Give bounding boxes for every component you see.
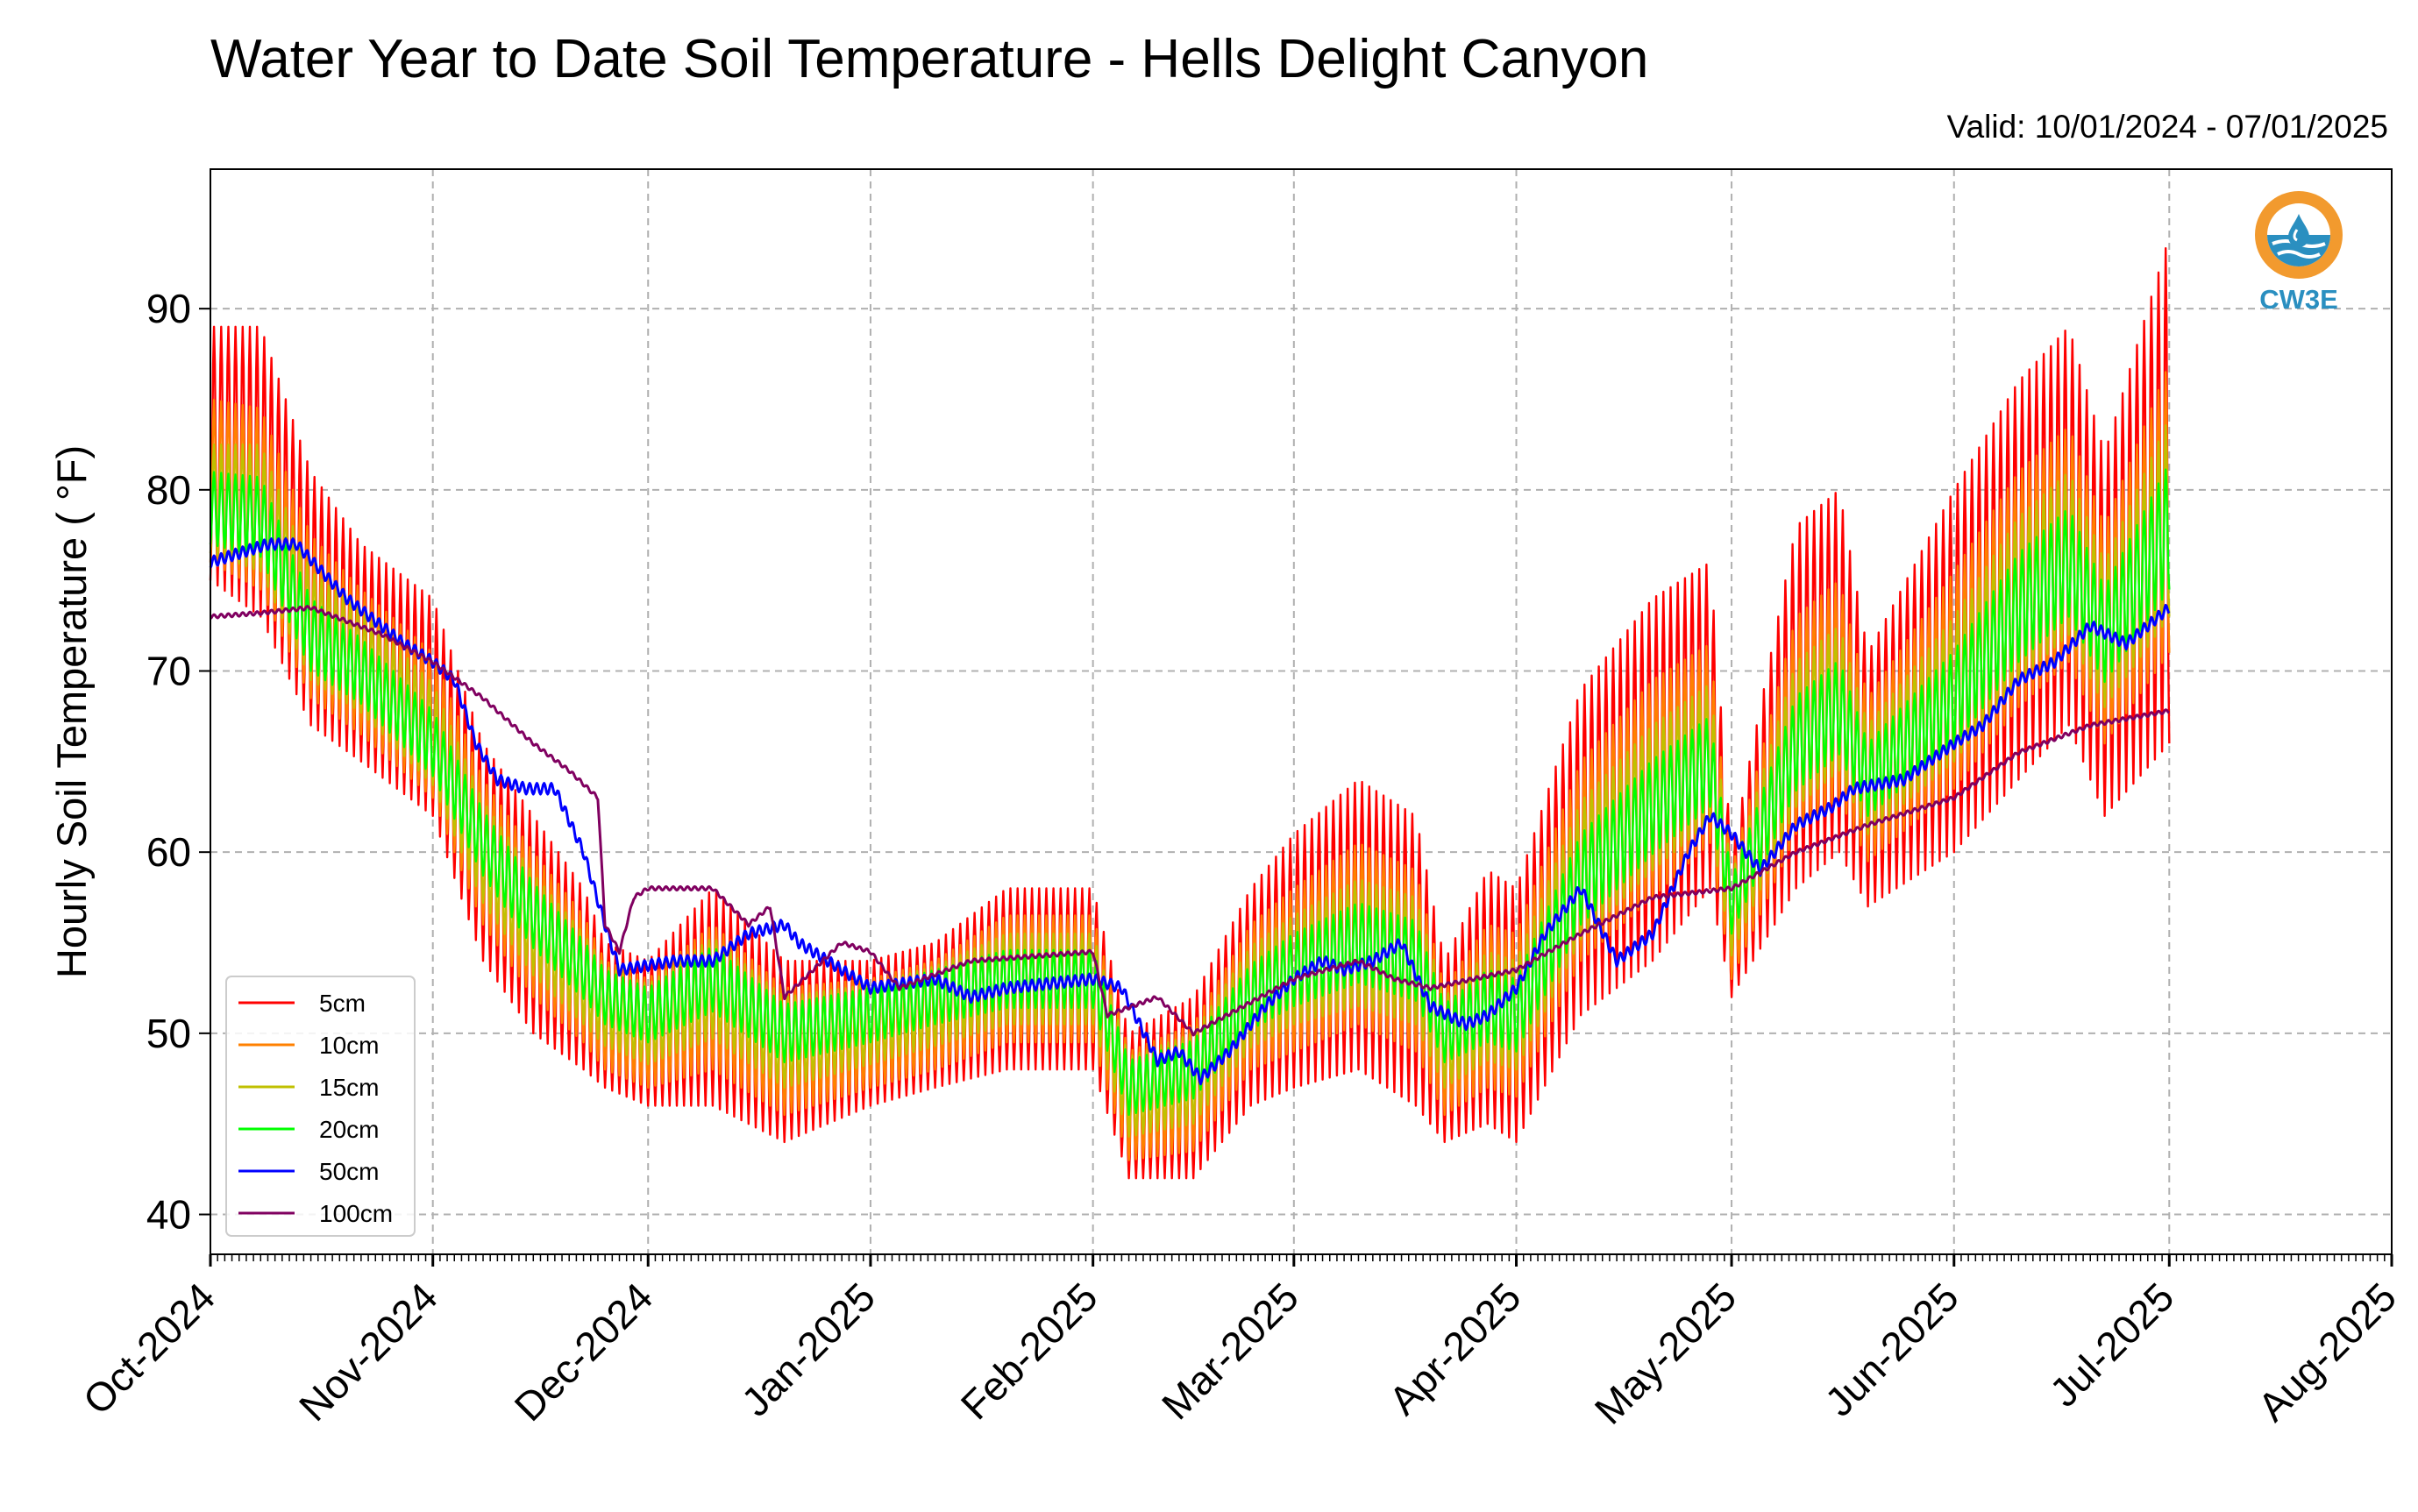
x-tick-label: Dec-2024: [506, 1274, 662, 1430]
series-lines: [209, 247, 2171, 1180]
series-line-100cm: [210, 605, 2170, 1037]
y-tick-label: 60: [146, 829, 191, 875]
x-tick-label: Jun-2025: [1816, 1274, 1966, 1424]
x-tick-label: Oct-2024: [75, 1274, 224, 1423]
x-tick-label: Aug-2025: [2249, 1274, 2405, 1430]
series-line-5cm: [209, 247, 2171, 1180]
y-tick-label: 90: [146, 286, 191, 331]
cw3e-logo: CW3E: [2255, 191, 2343, 315]
legend-entry: 15cm: [319, 1074, 379, 1101]
series-line-50cm: [209, 537, 2171, 1086]
legend-entry: 5cm: [319, 990, 366, 1017]
x-tick-label: May-2025: [1586, 1274, 1745, 1432]
x-tick-label: Feb-2025: [952, 1274, 1106, 1428]
y-axis-label: Hourly Soil Temperature ( °F): [48, 445, 95, 978]
series-line-10cm: [209, 371, 2171, 1161]
water-drop-logo-icon: [2255, 191, 2343, 279]
chart-title: Water Year to Date Soil Temperature - He…: [210, 29, 1649, 89]
x-axis: Oct-2024 Nov-2024 Dec-2024 Jan-2025 Feb-2025…: [75, 1254, 2405, 1433]
series-line-15cm: [209, 424, 2171, 1138]
series-line-20cm: [209, 468, 2171, 1117]
legend-entry: 10cm: [319, 1032, 379, 1059]
legend-entry: 100cm: [319, 1200, 393, 1227]
chart-subtitle: Valid: 10/01/2024 - 07/01/2025: [1946, 109, 2388, 145]
y-axis: 40 50 60 70 80 90: [146, 286, 210, 1238]
x-tick-label: Apr-2025: [1380, 1274, 1530, 1423]
y-tick-label: 40: [146, 1192, 191, 1238]
logo-text: CW3E: [2259, 284, 2338, 315]
legend: 5cm 10cm 15cm 20cm 50cm 100cm: [225, 976, 416, 1237]
legend-entry: 50cm: [319, 1158, 379, 1185]
x-tick-label: Mar-2025: [1153, 1274, 1307, 1428]
y-tick-label: 80: [146, 467, 191, 513]
legend-entry: 20cm: [319, 1116, 379, 1143]
x-tick-label: Jan-2025: [733, 1274, 884, 1424]
y-tick-label: 70: [146, 648, 191, 693]
y-tick-label: 50: [146, 1011, 191, 1056]
x-tick-label: Nov-2024: [290, 1274, 446, 1430]
x-tick-label: Jul-2025: [2041, 1274, 2183, 1416]
